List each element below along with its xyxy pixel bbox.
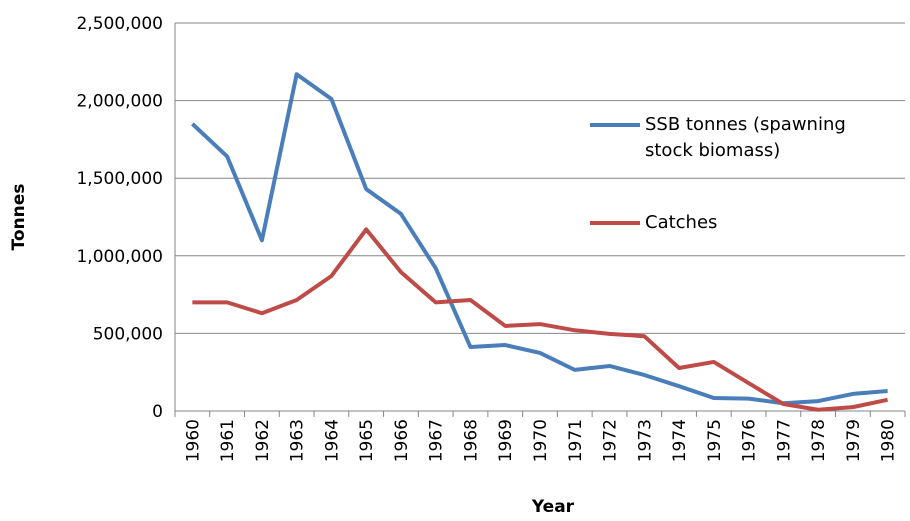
x-axis-label: Year	[531, 497, 575, 517]
x-tick-label: 1978	[809, 419, 829, 462]
x-tick-label: 1977	[774, 419, 794, 462]
x-tick-label: 1964	[322, 419, 342, 462]
x-tick-label: 1969	[496, 419, 516, 462]
y-tick-label: 1,000,000	[76, 247, 163, 267]
x-tick-label: 1966	[392, 419, 412, 462]
x-tick-label: 1967	[427, 419, 447, 462]
series-line	[192, 227, 889, 412]
x-tick-label: 1976	[740, 419, 760, 462]
y-tick-label: 2,000,000	[76, 92, 163, 112]
y-tick-label: 0	[152, 402, 163, 422]
y-axis-label: Tonnes	[9, 184, 29, 251]
x-tick-label: 1973	[635, 419, 655, 462]
x-tick-label: 1965	[357, 419, 377, 462]
x-tick-label: 1968	[461, 419, 481, 462]
legend-label: Catches	[645, 212, 718, 233]
x-tick-label: 1960	[183, 419, 203, 462]
x-tick-label: 1963	[288, 419, 308, 462]
x-tick-label: 1971	[566, 419, 586, 462]
x-tick-label: 1962	[253, 419, 273, 462]
legend-label: SSB tonnes (spawning stock biomass)	[645, 114, 846, 161]
series-line	[191, 72, 888, 406]
x-tick-label: 1979	[844, 419, 864, 462]
y-tick-label: 2,500,000	[76, 14, 163, 34]
x-tick-label: 1975	[705, 419, 725, 462]
x-tick-label: 1980	[879, 419, 899, 462]
x-tick-label: 1970	[531, 419, 551, 462]
y-tick-label: 500,000	[93, 324, 163, 344]
x-tick-label: 1974	[670, 419, 690, 462]
x-tick-label: 1972	[601, 419, 621, 462]
y-tick-label: 1,500,000	[76, 169, 163, 189]
x-tick-label: 1961	[218, 419, 238, 462]
